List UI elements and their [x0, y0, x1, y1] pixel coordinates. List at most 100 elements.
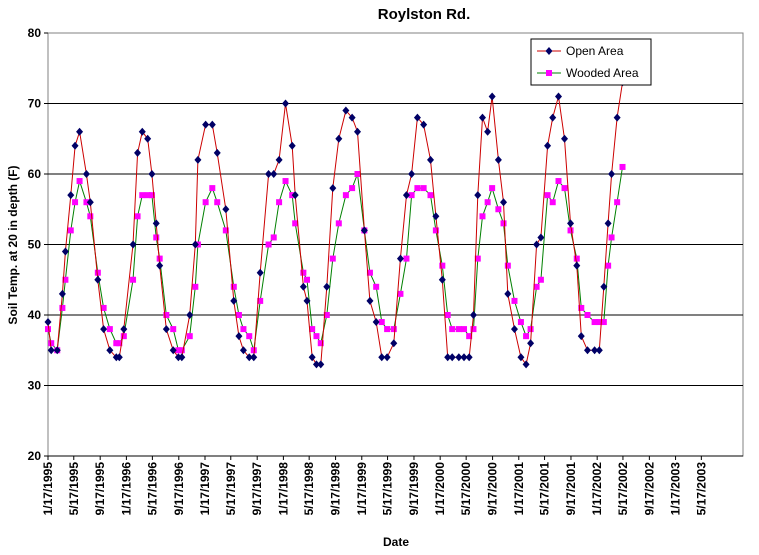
data-point [567, 227, 574, 234]
data-point [300, 269, 307, 276]
data-point [144, 192, 151, 199]
x-axis-title: Date [383, 535, 409, 549]
data-point [313, 333, 320, 340]
legend-box [530, 38, 652, 86]
data-point [222, 227, 229, 234]
data-point [527, 339, 535, 348]
data-point [288, 141, 296, 150]
data-point [170, 326, 177, 333]
data-point [408, 192, 415, 199]
x-tick-label: 9/17/1995 [93, 462, 107, 516]
data-point [600, 282, 608, 291]
data-point [317, 340, 324, 347]
data-point [390, 326, 397, 333]
data-point [134, 148, 142, 157]
data-point [162, 325, 170, 334]
data-point [474, 255, 481, 262]
data-point [517, 353, 525, 362]
data-point [329, 184, 337, 193]
x-tick-label: 9/17/1998 [329, 462, 343, 516]
legend-label: Open Area [566, 44, 624, 58]
y-tick-label: 80 [28, 26, 42, 40]
x-tick-label: 9/17/2001 [564, 462, 578, 516]
data-point [432, 227, 439, 234]
data-point [144, 134, 152, 143]
data-point [614, 199, 621, 206]
data-point [408, 170, 416, 178]
data-point [186, 333, 193, 340]
data-point [619, 163, 626, 170]
data-point [420, 120, 428, 129]
legend-marker [545, 47, 553, 55]
data-point [67, 191, 75, 200]
data-point [500, 220, 507, 227]
data-point [600, 319, 607, 326]
data-point [555, 178, 562, 185]
data-point [245, 353, 253, 362]
data-point [106, 346, 114, 355]
data-point [383, 353, 391, 362]
data-point [578, 304, 585, 311]
data-point [510, 325, 518, 334]
data-point [378, 353, 386, 362]
data-point [106, 326, 113, 333]
data-point [500, 198, 508, 207]
data-point [544, 192, 551, 199]
data-point [82, 170, 90, 178]
data-point [265, 170, 273, 178]
data-point [291, 191, 299, 200]
data-point [354, 171, 361, 177]
data-point [86, 198, 94, 207]
data-point [129, 240, 137, 249]
data-point [460, 353, 468, 362]
data-point [533, 283, 540, 290]
data-point [335, 220, 342, 227]
data-point [246, 333, 253, 340]
data-point [537, 233, 545, 242]
data-point [474, 191, 482, 200]
x-tick-label: 1/17/1996 [119, 462, 133, 516]
data-point [527, 326, 534, 333]
x-tick-label: 5/17/2002 [616, 462, 630, 516]
data-point [555, 92, 563, 101]
data-point [292, 220, 299, 227]
data-point [134, 213, 141, 220]
data-point [194, 155, 202, 164]
x-tick-label: 1/17/2003 [669, 462, 683, 516]
x-tick-label: 1/17/1995 [41, 462, 55, 516]
data-point [438, 275, 446, 284]
data-point [71, 141, 79, 150]
data-point [561, 134, 569, 143]
data-point [169, 346, 177, 355]
data-point [549, 199, 556, 206]
x-tick-label: 1/17/1999 [355, 462, 369, 516]
data-point [222, 205, 230, 214]
x-tick-label: 9/17/2002 [642, 462, 656, 516]
data-point [235, 332, 243, 341]
data-point [276, 199, 283, 206]
data-point [45, 326, 51, 333]
data-point [455, 326, 462, 333]
data-point [116, 340, 123, 347]
data-point [100, 325, 108, 334]
data-point [47, 346, 55, 355]
data-point [523, 333, 530, 340]
data-point [608, 170, 616, 178]
data-point [100, 304, 107, 311]
legend: Open Area Wooded Area [530, 38, 652, 86]
data-point [573, 261, 581, 270]
data-point [94, 275, 102, 284]
y-axis-title: Soil Temp. at 20 in depth (F) [6, 165, 20, 324]
data-point [61, 247, 69, 256]
data-point [495, 206, 502, 213]
data-point [444, 312, 451, 318]
data-point [449, 326, 456, 333]
series-wooded-area [45, 163, 626, 354]
data-point [608, 234, 615, 241]
data-point [192, 283, 199, 290]
data-point [59, 304, 66, 311]
data-point [130, 276, 137, 283]
data-point [402, 191, 410, 200]
data-point [148, 170, 156, 178]
